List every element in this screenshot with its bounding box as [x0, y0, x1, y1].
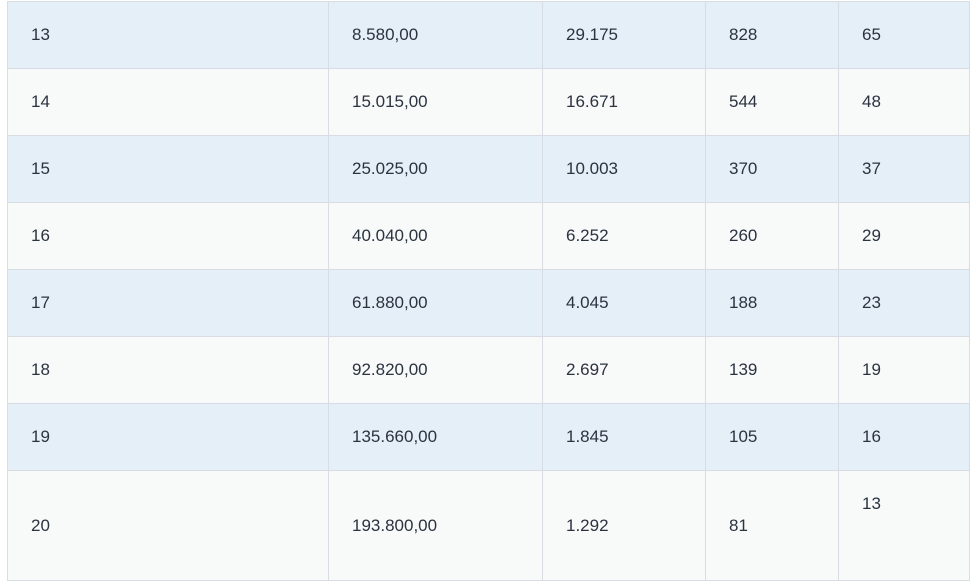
table-row: 13 8.580,00 29.175 828 65	[7, 1, 970, 69]
table-cell: 260	[705, 202, 839, 270]
table-row: 14 15.015,00 16.671 544 48	[7, 68, 970, 136]
table-cell: 19	[838, 336, 970, 404]
table-row: 18 92.820,00 2.697 139 19	[7, 336, 970, 404]
table-cell: 17	[7, 269, 329, 337]
table-cell: 19	[7, 403, 329, 471]
table-row: 17 61.880,00 4.045 188 23	[7, 269, 970, 337]
table-row: 16 40.040,00 6.252 260 29	[7, 202, 970, 270]
table-cell: 2.697	[542, 336, 706, 404]
table-body: 13 8.580,00 29.175 828 65 14 15.015,00 1…	[7, 1, 970, 581]
table-cell: 188	[705, 269, 839, 337]
table-row: 19 135.660,00 1.845 105 16	[7, 403, 970, 471]
table-cell: 544	[705, 68, 839, 136]
table-cell: 61.880,00	[328, 269, 543, 337]
table-cell: 25.025,00	[328, 135, 543, 203]
table-cell: 29.175	[542, 1, 706, 69]
table-cell: 92.820,00	[328, 336, 543, 404]
table-cell: 23	[838, 269, 970, 337]
table-cell: 81	[705, 470, 839, 581]
table-cell: 65	[838, 1, 970, 69]
table-cell: 105	[705, 403, 839, 471]
table-cell: 13	[838, 470, 970, 581]
table-cell: 18	[7, 336, 329, 404]
data-table: 13 8.580,00 29.175 828 65 14 15.015,00 1…	[7, 1, 970, 581]
table-row: 20 193.800,00 1.292 81 13	[7, 470, 970, 581]
table-cell: 139	[705, 336, 839, 404]
table-cell: 14	[7, 68, 329, 136]
table-cell: 1.845	[542, 403, 706, 471]
table-cell: 4.045	[542, 269, 706, 337]
table-cell: 10.003	[542, 135, 706, 203]
table-cell: 16	[838, 403, 970, 471]
table-cell: 1.292	[542, 470, 706, 581]
table-cell: 135.660,00	[328, 403, 543, 471]
table-cell: 29	[838, 202, 970, 270]
table-cell: 15.015,00	[328, 68, 543, 136]
table-cell: 40.040,00	[328, 202, 543, 270]
table-cell: 370	[705, 135, 839, 203]
table-cell: 193.800,00	[328, 470, 543, 581]
table-cell: 6.252	[542, 202, 706, 270]
table-cell: 16	[7, 202, 329, 270]
table-cell: 37	[838, 135, 970, 203]
table-cell: 13	[7, 1, 329, 69]
table-cell: 15	[7, 135, 329, 203]
table-cell: 16.671	[542, 68, 706, 136]
table-cell: 8.580,00	[328, 1, 543, 69]
table-row: 15 25.025,00 10.003 370 37	[7, 135, 970, 203]
table-cell: 20	[7, 470, 329, 581]
table-cell: 48	[838, 68, 970, 136]
table-cell: 828	[705, 1, 839, 69]
